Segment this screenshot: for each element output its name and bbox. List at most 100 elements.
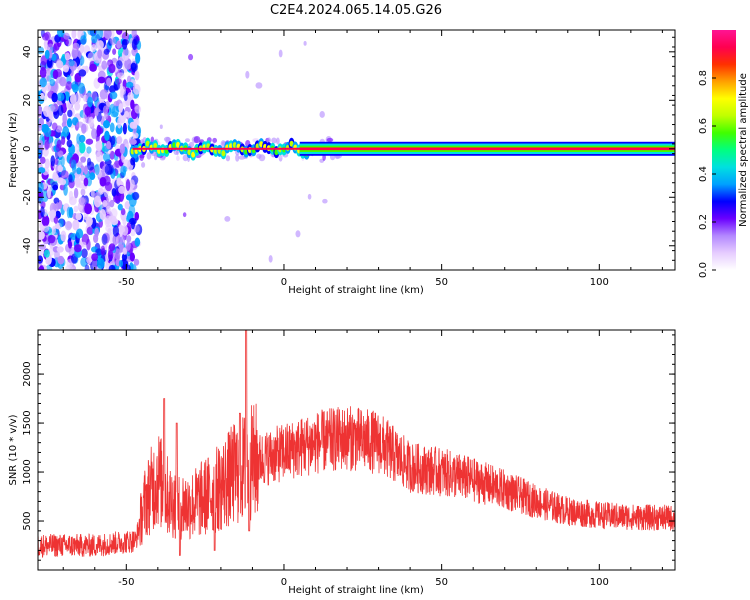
heatmap-speckle: [97, 49, 103, 59]
heatmap-speckle: [100, 245, 106, 256]
heatmap-cells: [38, 30, 675, 270]
heatmap-speckle: [38, 181, 44, 194]
heatmap-speckle: [78, 69, 87, 77]
heatmap-speckle: [51, 181, 59, 189]
heatmap-speckle: [116, 135, 123, 145]
heatmap-carrier-blob: [145, 140, 150, 147]
heatmap-speckle: [146, 152, 152, 160]
heatmap-speckle: [99, 209, 107, 221]
heatmap-speckle: [134, 237, 141, 247]
heatmap-speckle: [63, 184, 68, 196]
heatmap-speckle: [39, 92, 45, 100]
heatmap-speckle: [55, 143, 61, 153]
colorbar-ticks: 0.0 0.2 0.4 0.6 0.8: [698, 70, 716, 278]
heatmap-speckle: [128, 204, 136, 217]
heatmap-speckle: [51, 92, 58, 103]
heatmap-speckle: [87, 30, 96, 36]
heatmap-speckle: [78, 134, 86, 143]
x-tick-label: -50: [118, 577, 134, 588]
snr-panel: -50 0 50 100 500 1000 1500 2000 Height of strai…: [8, 329, 676, 596]
heatmap-speckle: [89, 63, 97, 72]
heatmap-speckle: [130, 264, 137, 270]
heatmap-speckle: [188, 53, 194, 61]
heatmap-speckle: [74, 175, 82, 186]
heatmap-speckle: [103, 30, 112, 39]
heatmap-speckle: [85, 216, 93, 227]
heatmap-speckle: [129, 252, 135, 262]
heatmap-speckle: [86, 157, 92, 166]
heatmap-speckle: [267, 137, 271, 143]
heatmap-speckle: [133, 258, 140, 266]
heatmap-speckle: [59, 218, 64, 228]
heatmap-speckle: [72, 219, 80, 231]
heatmap-speckle: [56, 246, 64, 253]
heatmap-speckle: [182, 154, 189, 162]
heatmap-speckle: [79, 241, 87, 248]
heatmap-speckle: [110, 135, 116, 146]
heatmap-speckle: [57, 105, 64, 116]
heatmap-speckle: [57, 150, 64, 157]
heatmap-speckle: [117, 203, 123, 211]
y-tick-label: 0: [22, 146, 33, 152]
heatmap-speckle: [141, 161, 146, 168]
heatmap-speckle: [40, 55, 48, 66]
x-tick-label: 0: [281, 577, 287, 588]
heatmap-speckle: [132, 191, 140, 201]
heatmap-speckle: [47, 43, 54, 53]
heatmap-speckle: [125, 241, 131, 251]
y-tick-label: 1500: [22, 410, 33, 435]
heatmap-speckle: [78, 142, 86, 154]
heatmap-speckle: [119, 143, 125, 155]
heatmap-speckle: [245, 70, 250, 79]
heatmap-speckle: [57, 164, 63, 173]
heatmap-speckle: [54, 158, 59, 166]
heatmap-speckle: [102, 199, 108, 207]
x-tick-label: 50: [435, 277, 448, 288]
heatmap-speckle: [62, 113, 68, 125]
heatmap-speckle: [83, 165, 88, 175]
heatmap-speckle: [66, 139, 73, 148]
heatmap-speckle: [135, 52, 141, 64]
y-tick-label: -40: [22, 238, 33, 254]
heatmap-speckle: [57, 255, 65, 265]
heatmap-speckle: [81, 248, 88, 258]
heatmap-speckle: [68, 240, 73, 249]
heatmap-speckle: [108, 63, 116, 74]
heatmap-speckle: [70, 93, 77, 105]
heatmap-speckle: [127, 92, 135, 101]
heatmap-speckle: [47, 110, 53, 120]
heatmap-speckle: [72, 83, 79, 93]
heatmap-speckle: [84, 264, 90, 270]
heatmap-speckle: [72, 42, 80, 51]
heatmap-speckle: [119, 86, 127, 96]
heatmap-speckle: [52, 69, 59, 80]
heatmap-speckle: [87, 252, 93, 263]
heatmap-speckle: [68, 59, 75, 67]
heatmap-speckle: [64, 220, 72, 231]
heatmap-speckle: [307, 193, 312, 200]
heatmap-speckle: [74, 102, 81, 111]
heatmap-carrier-blob: [191, 151, 196, 158]
heatmap-speckle: [75, 212, 82, 221]
heatmap-speckle: [185, 138, 190, 143]
heatmap-speckle: [76, 161, 83, 168]
heatmap-speckle: [212, 137, 218, 143]
heatmap-speckle: [108, 264, 116, 270]
heatmap-speckle: [95, 30, 104, 39]
heatmap-speckle: [109, 199, 115, 208]
heatmap-speckle: [176, 155, 180, 161]
heatmap-speckle: [116, 177, 121, 187]
heatmap-speckle: [63, 32, 70, 40]
heatmap-speckle: [125, 194, 133, 201]
heatmap-speckle: [51, 225, 57, 235]
heatmap-speckle: [88, 116, 94, 128]
heatmap-speckle: [91, 91, 98, 102]
heatmap-speckle: [61, 135, 66, 146]
heatmap-speckle: [133, 36, 139, 46]
heatmap-speckle: [49, 78, 56, 87]
heatmap-speckle: [121, 225, 129, 236]
heatmap-speckle: [91, 43, 97, 53]
heatmap-speckle: [80, 156, 87, 163]
x-tick-label: 0: [281, 277, 287, 288]
heatmap-speckle: [76, 167, 82, 175]
